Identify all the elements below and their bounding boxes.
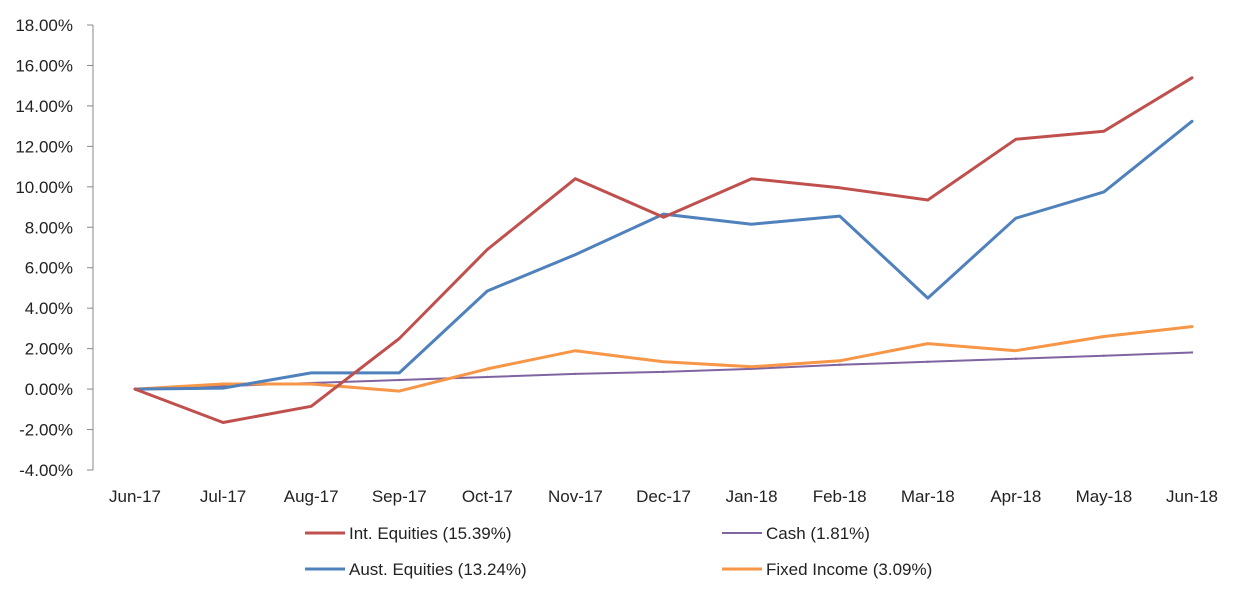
data-point-cash [1014,357,1018,360]
data-point-fixed-income [926,342,929,345]
series-int-equities [133,76,1194,424]
data-point-cash [1190,351,1194,354]
data-point-aust-equities [486,289,489,293]
data-point-int-equities [838,186,841,190]
x-tick-label: Mar-18 [901,487,955,506]
x-tick-label: Jan-18 [726,487,778,506]
data-point-cash [838,363,841,367]
data-point-int-equities [1190,76,1194,79]
x-tick-label: Nov-17 [548,487,603,506]
x-tick-label: Dec-17 [636,487,691,506]
x-tick-label: Aug-17 [284,487,339,506]
legend-label: Fixed Income (3.09%) [766,560,932,579]
data-point-cash [926,360,929,363]
data-point-cash [398,378,401,382]
legend-item-int-equities: Int. Equities (15.39%) [305,524,512,543]
y-tick-label: 12.00% [15,137,73,156]
data-point-int-equities [398,337,401,340]
y-tick-label: 2.00% [25,340,73,359]
data-point-aust-equities [662,212,665,216]
data-point-fixed-income [1190,325,1194,328]
data-point-int-equities [221,421,225,424]
x-tick-label: May-18 [1076,487,1133,506]
data-point-int-equities [309,405,313,408]
y-tick-label: 16.00% [15,56,73,75]
data-point-int-equities [662,215,665,219]
x-tick-label: Oct-17 [462,487,513,506]
data-point-fixed-income [1102,335,1106,338]
data-point-int-equities [574,177,577,180]
y-tick-label: 4.00% [25,299,73,318]
data-point-fixed-income [309,382,313,386]
data-point-cash [662,370,665,374]
legend-item-cash: Cash (1.81%) [722,524,870,543]
data-point-int-equities [926,198,929,202]
legend-label: Int. Equities (15.39%) [349,524,512,543]
data-point-aust-equities [221,386,225,390]
x-tick-label: Sep-17 [372,487,427,506]
data-point-aust-equities [309,371,313,375]
y-tick-label: 6.00% [25,259,73,278]
data-point-aust-equities [1014,216,1018,220]
axes: 18.00% 16.00% 14.00% 12.00% 10.00% 8.00% 6.00%… [15,16,1218,506]
data-point-aust-equities [926,296,929,300]
data-point-int-equities [750,177,753,180]
x-tick-label: Jun-17 [109,487,161,506]
y-tick-label: 0.00% [25,380,73,399]
data-point-int-equities [1102,129,1106,133]
legend-label: Cash (1.81%) [766,524,870,543]
data-point-int-equities [1014,138,1018,141]
y-tick-label: 10.00% [15,178,73,197]
data-point-aust-equities [838,214,841,218]
data-point-fixed-income [750,365,753,369]
data-point-fixed-income [221,382,225,386]
data-point-fixed-income [662,360,665,363]
data-point-fixed-income [398,389,401,393]
data-point-int-equities [133,387,137,391]
y-tick-label: 8.00% [25,218,73,237]
x-tick-label: Apr-18 [990,487,1041,506]
y-tick-label: 14.00% [15,97,73,116]
x-tick-label: Jun-18 [1166,487,1218,506]
data-point-cash [1102,354,1106,357]
series-aust-equities [133,119,1194,391]
data-point-aust-equities [1102,190,1106,194]
data-point-cash [574,372,577,376]
data-point-int-equities [486,248,489,251]
series-layer [133,76,1194,424]
y-tick-label: -4.00% [19,461,73,480]
data-point-aust-equities [1190,120,1194,123]
legend: Int. Equities (15.39%) Cash (1.81%) Aust. … [305,524,932,579]
data-point-fixed-income [486,367,489,371]
data-point-aust-equities [574,253,577,256]
legend-item-fixed-income: Fixed Income (3.09%) [722,560,932,579]
data-point-cash [486,375,489,379]
y-tick-label: -2.00% [19,421,73,440]
y-tick-label: 18.00% [15,16,73,35]
x-tick-label: Feb-18 [813,487,867,506]
data-point-aust-equities [398,371,401,375]
data-point-fixed-income [838,359,841,362]
data-point-fixed-income [1014,349,1018,352]
x-tick-label: Jul-17 [200,487,246,506]
data-point-fixed-income [574,349,577,352]
data-point-aust-equities [750,223,753,226]
legend-label: Aust. Equities (13.24%) [349,560,527,579]
legend-item-aust-equities: Aust. Equities (13.24%) [305,560,527,579]
